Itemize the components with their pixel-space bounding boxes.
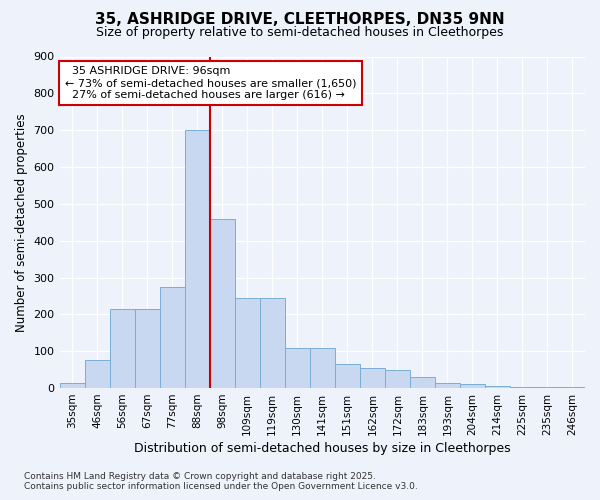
Bar <box>110 309 134 388</box>
Bar <box>209 218 235 388</box>
Bar <box>160 287 185 388</box>
Bar <box>335 364 360 388</box>
Bar <box>435 382 460 388</box>
Bar <box>485 386 510 388</box>
Bar <box>310 348 335 388</box>
Bar <box>285 348 310 388</box>
Bar <box>185 130 209 388</box>
Bar <box>85 360 110 388</box>
Text: 35, ASHRIDGE DRIVE, CLEETHORPES, DN35 9NN: 35, ASHRIDGE DRIVE, CLEETHORPES, DN35 9N… <box>95 12 505 28</box>
Text: 35 ASHRIDGE DRIVE: 96sqm
← 73% of semi-detached houses are smaller (1,650)
  27%: 35 ASHRIDGE DRIVE: 96sqm ← 73% of semi-d… <box>65 66 356 100</box>
Text: Contains HM Land Registry data © Crown copyright and database right 2025.
Contai: Contains HM Land Registry data © Crown c… <box>24 472 418 491</box>
X-axis label: Distribution of semi-detached houses by size in Cleethorpes: Distribution of semi-detached houses by … <box>134 442 511 455</box>
Bar <box>260 298 285 388</box>
Bar <box>410 377 435 388</box>
Bar <box>59 382 85 388</box>
Bar <box>385 370 410 388</box>
Bar <box>235 298 260 388</box>
Text: Size of property relative to semi-detached houses in Cleethorpes: Size of property relative to semi-detach… <box>97 26 503 39</box>
Y-axis label: Number of semi-detached properties: Number of semi-detached properties <box>15 113 28 332</box>
Bar <box>134 309 160 388</box>
Bar <box>360 368 385 388</box>
Bar <box>460 384 485 388</box>
